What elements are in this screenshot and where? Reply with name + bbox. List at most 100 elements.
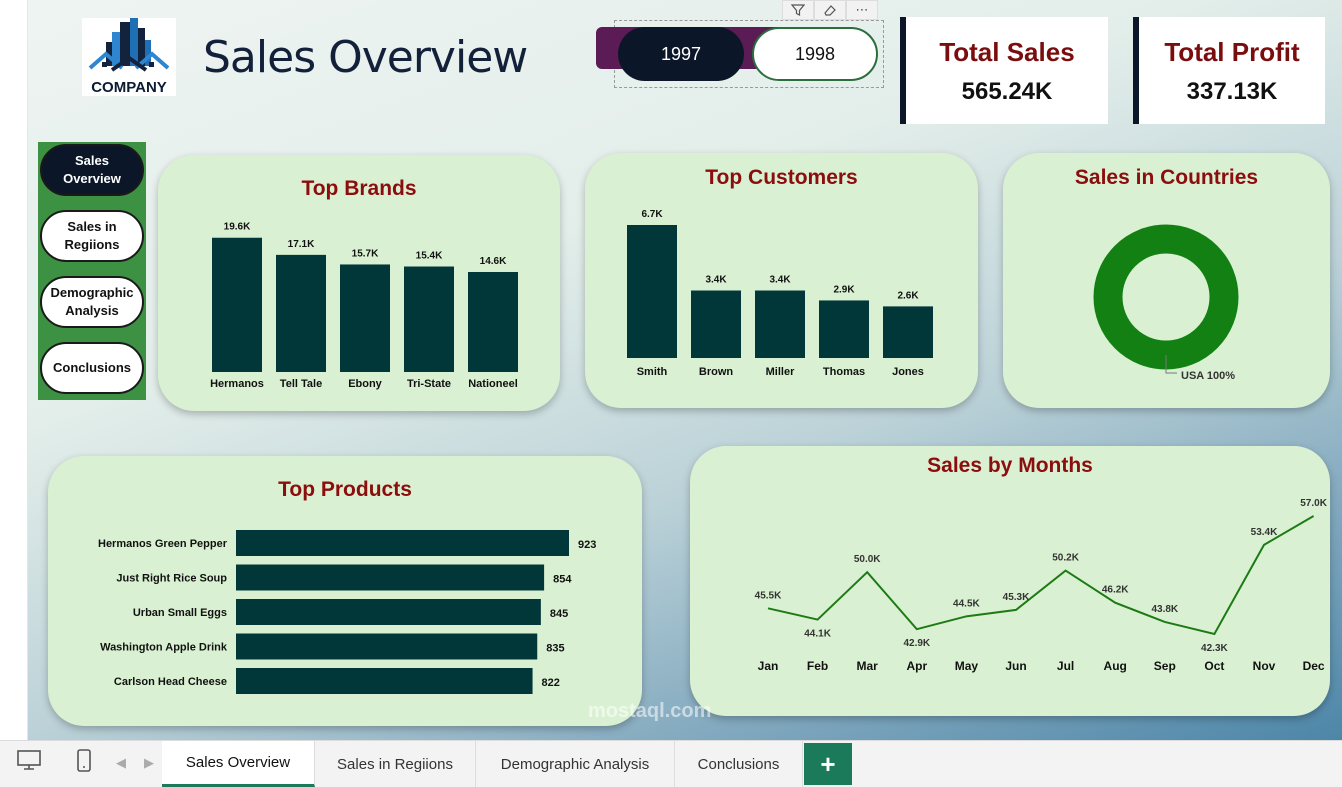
nav-label-line1: Sales in [67, 219, 117, 235]
year-button-1998[interactable]: 1998 [752, 27, 878, 81]
tab-sales-in-regions[interactable]: Sales in Regiions [315, 741, 476, 787]
top-customers-card: Top Customers 6.7K Smith 3.4K Brown 3.4K Mill… [585, 153, 978, 408]
year-button-1997[interactable]: 1997 [618, 27, 744, 81]
category-label: Just Right Rice Soup [116, 573, 227, 585]
filter-icon[interactable] [782, 0, 814, 20]
data-label: 53.4K [1251, 527, 1278, 538]
kpi-title: Total Sales [939, 37, 1075, 67]
card-title: Sales by Months [927, 454, 1093, 477]
data-label: 50.2K [1052, 553, 1079, 564]
bar [236, 599, 541, 625]
nav-sales-in-regions[interactable]: Sales in Regiions [40, 210, 144, 262]
kpi-title: Total Profit [1164, 37, 1300, 67]
data-label: 43.8K [1151, 604, 1178, 615]
data-label: 19.6K [224, 222, 251, 233]
desktop-view-icon[interactable] [16, 749, 42, 776]
more-options-icon[interactable]: ⋯ [846, 0, 878, 20]
category-label: Jones [892, 366, 924, 378]
data-label: 923 [578, 539, 596, 551]
data-label: 17.1K [288, 239, 315, 250]
visual-toolbar: ⋯ [782, 0, 882, 20]
year-slicer: 1997 1998 [596, 25, 879, 83]
bar [404, 266, 454, 372]
sales-months-chart: 45.5K Jan 44.1K Feb 50.0K Mar 42.9K Apr 44.5K May… [755, 498, 1328, 673]
category-label: Hermanos [210, 378, 264, 390]
nav-label-line2: Analysis [65, 303, 119, 318]
top-products-card: Top Products Hermanos Green Pepper 923 Jus… [48, 456, 642, 726]
top-brands-card: Top Brands 19.6K Hermanos 17.1K Tell Tale 15… [158, 155, 560, 411]
data-label: 3.4K [705, 275, 727, 286]
tick-label: Jan [758, 659, 779, 673]
data-label: 835 [546, 643, 564, 655]
category-label: Thomas [823, 366, 865, 378]
card-title: Top Customers [705, 166, 858, 189]
category-label: Urban Small Eggs [133, 607, 227, 619]
category-label: Hermanos Green Pepper [98, 538, 228, 550]
tab-sales-overview[interactable]: Sales Overview [162, 741, 315, 787]
top-customers-chart: 6.7K Smith 3.4K Brown 3.4K Miller 2.9K Thomas 2.… [627, 209, 933, 378]
data-label: 15.4K [416, 251, 443, 262]
data-label: 845 [550, 608, 568, 620]
bar [236, 668, 533, 694]
company-logo: COMPANY [82, 18, 176, 96]
top-brands-chart: 19.6K Hermanos 17.1K Tell Tale 15.7K Ebony 15.… [210, 222, 518, 390]
nav-label-line1: Demographic [50, 285, 134, 301]
tick-label: Aug [1104, 659, 1127, 673]
card-title: Top Brands [301, 177, 417, 200]
nav-label-line1: Conclusions [52, 360, 131, 376]
card-title: Top Products [278, 478, 412, 501]
category-label: Tri-State [407, 378, 451, 390]
page-navigator: Sales Overview Sales in Regiions Demograph… [38, 142, 146, 400]
data-label: 42.9K [903, 638, 930, 649]
card-title: Sales in Countries [1074, 166, 1259, 189]
bar [819, 300, 869, 358]
category-label: Tell Tale [280, 378, 322, 390]
logo-text: COMPANY [91, 79, 167, 96]
tab-conclusions[interactable]: Conclusions [675, 741, 803, 787]
bar [236, 530, 569, 556]
category-label: Carlson Head Cheese [114, 676, 227, 688]
data-label: 45.5K [755, 590, 782, 601]
tick-label: May [955, 659, 979, 673]
bar [468, 271, 518, 372]
bar [236, 633, 538, 660]
data-label: 15.7K [352, 248, 379, 259]
scroll-left-icon[interactable]: ◀ [116, 755, 126, 770]
nav-conclusions[interactable]: Conclusions [40, 342, 144, 394]
nav-sales-overview[interactable]: Sales Overview [40, 144, 144, 196]
watermark: mostaql.com [588, 700, 712, 722]
data-label: 44.1K [804, 629, 831, 640]
data-label: 3.4K [769, 275, 791, 286]
bar [883, 306, 933, 358]
add-page-button[interactable]: + [804, 743, 852, 785]
tab-demographic-analysis[interactable]: Demographic Analysis [476, 741, 675, 787]
tick-label: Feb [807, 659, 828, 673]
sales-countries-card: Sales in Countries USA 100% [1003, 153, 1330, 408]
data-label: 57.0K [1300, 498, 1327, 509]
mobile-view-icon[interactable] [76, 749, 92, 778]
category-label: Ebony [348, 378, 382, 390]
tick-label: Jun [1005, 659, 1026, 673]
tick-label: Sep [1154, 659, 1176, 673]
data-label: USA 100% [1181, 370, 1235, 382]
eraser-icon[interactable] [814, 0, 846, 20]
data-label: 50.0K [854, 554, 881, 565]
bar [340, 264, 390, 372]
data-label: 44.5K [953, 598, 980, 609]
data-label: 14.6K [480, 256, 507, 267]
category-label: Miller [766, 366, 795, 378]
building-logo-icon [88, 18, 170, 72]
scroll-right-icon[interactable]: ▶ [144, 755, 154, 770]
data-label: 822 [542, 677, 560, 689]
tick-label: Dec [1303, 659, 1325, 673]
pie-slice [1093, 224, 1239, 370]
series-line [767, 515, 1315, 636]
bar [627, 225, 677, 358]
nav-label-line2: Regiions [64, 237, 120, 252]
category-label: Washington Apple Drink [100, 642, 228, 654]
nav-label-line2: Overview [63, 171, 121, 186]
data-label: 2.9K [833, 284, 855, 295]
nav-demographic-analysis[interactable]: Demographic Analysis [40, 276, 144, 328]
bar [691, 290, 741, 358]
kpi-value: 337.13K [1186, 78, 1278, 105]
